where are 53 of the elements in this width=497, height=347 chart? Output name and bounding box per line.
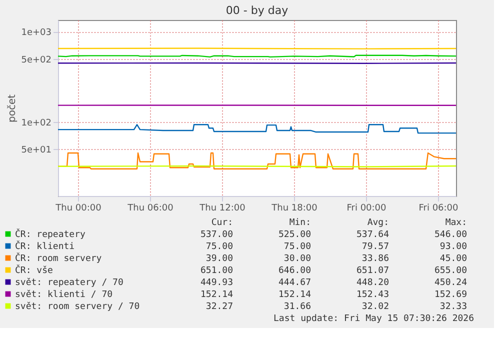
text: 537.64	[356, 230, 389, 240]
y-tick-label: 5e+01	[21, 145, 52, 156]
text: 75.00	[206, 242, 233, 252]
text: 79.57	[362, 242, 389, 252]
text: 31.66	[284, 302, 311, 312]
text: 32.02	[362, 302, 389, 312]
text: 93.00	[440, 242, 467, 252]
x-tick-label: Fri 06:00	[418, 204, 459, 214]
legend-label: ČR: vše	[15, 264, 53, 276]
text: Min:	[289, 218, 311, 228]
legend-label: ČR: room servery	[15, 252, 102, 264]
text: 546.00	[434, 230, 467, 240]
x-tick-label: Thu 12:00	[198, 204, 246, 214]
text: 450.24	[434, 278, 467, 288]
text: 651.07	[356, 266, 389, 276]
legend-label: ČR: klienti	[15, 240, 75, 252]
text: 32.33	[440, 302, 467, 312]
text: 39.00	[206, 254, 233, 264]
text: 75.00	[284, 242, 311, 252]
text: 152.69	[434, 290, 467, 300]
x-tick-label: Thu 06:00	[126, 204, 174, 214]
y-tick-label: 1e+03	[21, 28, 52, 38]
text: 444.67	[278, 278, 311, 288]
x-tick-label: Thu 18:00	[270, 204, 318, 214]
line-series	[58, 124, 456, 134]
legend-label: svět: klienti / 70	[15, 289, 113, 300]
text: Cur:	[211, 218, 233, 228]
text: 33.86	[362, 254, 389, 264]
text: Max:	[445, 218, 467, 228]
legend-label: svět: room servery / 70	[15, 301, 140, 312]
y-tick-label: 5e+02	[21, 55, 52, 66]
text: 152.14	[200, 290, 233, 300]
text: 525.00	[278, 230, 311, 240]
text: 448.20	[356, 278, 389, 288]
text: 646.00	[278, 266, 311, 276]
chart-title: 00 - by day	[226, 4, 289, 17]
legend-label: ČR: repeatery	[15, 228, 86, 240]
text: Avg:	[367, 218, 389, 228]
text: 152.14	[278, 290, 311, 300]
legend-label: svět: repeatery / 70	[15, 277, 124, 288]
y-tick-label: 1e+02	[21, 118, 52, 128]
text: 45.00	[440, 254, 467, 264]
text: 449.93	[200, 278, 233, 288]
y-axis-title: počet	[7, 94, 18, 123]
text: 655.00	[434, 266, 467, 276]
text: 651.00	[200, 266, 233, 276]
x-tick-label: Thu 00:00	[54, 204, 102, 214]
text: 537.00	[200, 230, 233, 240]
x-tick-label: Fri 00:00	[346, 204, 387, 214]
text: 32.27	[206, 302, 233, 312]
text: Last update: Fri May 15 07:30:26 2026	[274, 314, 474, 324]
text: 30.00	[284, 254, 311, 264]
text: 152.43	[356, 290, 389, 300]
